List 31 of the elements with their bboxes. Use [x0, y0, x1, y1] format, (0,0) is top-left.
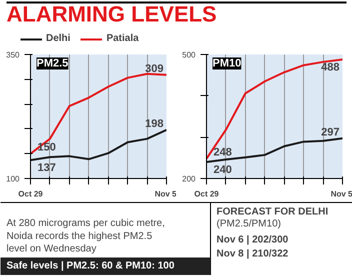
chart-subtitle: PM2.5 — [36, 58, 68, 70]
legend-label: Patiala — [106, 33, 139, 44]
text: Safe levels | PM2.5: 60 & PM10: 100 — [6, 260, 175, 272]
text: Nov 6 | 202/300 — [216, 234, 289, 246]
data-label: 297 — [321, 126, 340, 138]
x-tick-label: Nov 5 — [330, 190, 352, 198]
legend-label: Delhi — [46, 33, 70, 44]
chart-title: ALARMING LEVELS — [6, 2, 217, 26]
y-tick-label: 200 — [182, 174, 196, 184]
data-label: 488 — [321, 61, 340, 74]
data-label: 240 — [214, 164, 232, 176]
x-tick-label: Oct 29 — [18, 190, 44, 198]
chart-subtitle: PM10 — [212, 58, 242, 70]
line-series — [30, 72, 166, 155]
line-series — [30, 128, 166, 162]
text: (PM2.5/PM10) — [216, 218, 281, 230]
data-label: 248 — [214, 146, 232, 159]
data-label: 198 — [145, 118, 164, 130]
text: Nov 8 | 210/322 — [216, 248, 289, 260]
data-label: 137 — [38, 162, 56, 174]
x-tick-label: Oct 29 — [194, 190, 220, 198]
y-tick-label: 350 — [6, 50, 20, 60]
data-label: 309 — [145, 62, 164, 75]
y-tick-label: 500 — [182, 50, 196, 60]
line-series — [206, 58, 342, 160]
line-series — [206, 137, 342, 163]
text: FORECAST FOR DELHI — [216, 206, 328, 218]
y-tick-label: 100 — [6, 174, 20, 184]
x-tick-label: Nov 5 — [154, 190, 178, 198]
text: At 280 micrograms per cubic metre, Noida records the highest PM2.5 level on Wednesday — [6, 218, 165, 254]
data-label: 150 — [38, 142, 56, 154]
